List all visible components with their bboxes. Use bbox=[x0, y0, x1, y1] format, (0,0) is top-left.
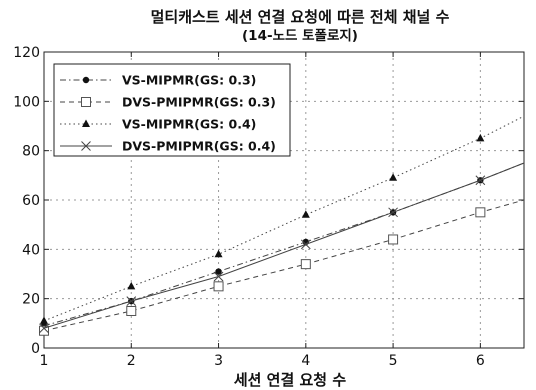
series-layer bbox=[39, 115, 525, 336]
x-marker-stroke bbox=[300, 239, 311, 250]
x-marker-stroke bbox=[213, 271, 224, 282]
legend-marker bbox=[81, 141, 91, 151]
x-tick-label: 2 bbox=[127, 353, 136, 369]
data-point bbox=[389, 173, 398, 181]
x-tick-label: 1 bbox=[40, 353, 49, 369]
y-tick-label: 100 bbox=[13, 94, 40, 110]
axes: 0 20 40 60 80 100 120 1 2 3 4 5 6 bbox=[13, 45, 524, 369]
chart-subtitle: (14-노드 토폴로지) bbox=[242, 28, 358, 44]
data-point bbox=[213, 281, 224, 292]
data-point bbox=[300, 259, 311, 270]
y-tick-label: 60 bbox=[22, 193, 40, 209]
x-marker-stroke bbox=[126, 296, 137, 306]
legend-entry-1: VS-MIPMR(GS: 0.3) bbox=[60, 73, 256, 88]
data-point bbox=[215, 268, 222, 275]
data-point bbox=[126, 306, 137, 316]
chart-title: 멀티캐스트 세션 연결 요청에 따른 전체 채널 수 bbox=[151, 8, 450, 26]
y-tick-label: 80 bbox=[22, 144, 40, 160]
legend-label: VS-MIPMR(GS: 0.4) bbox=[122, 117, 256, 132]
data-point bbox=[39, 323, 49, 334]
y-tick-label: 0 bbox=[31, 341, 40, 357]
x-tick-label: 5 bbox=[389, 353, 398, 369]
x-marker-stroke bbox=[388, 207, 398, 218]
legend-label: DVS-PMIPMR(GS: 0.4) bbox=[122, 139, 276, 154]
legend: VS-MIPMR(GS: 0.3) DVS-PMIPMR(GS: 0.3) VS-M… bbox=[53, 63, 291, 157]
x-axis-label: 세션 연결 요청 수 bbox=[234, 371, 346, 389]
series-3 bbox=[40, 115, 525, 324]
data-point bbox=[214, 249, 223, 258]
data-point bbox=[388, 234, 399, 245]
data-point bbox=[213, 271, 224, 282]
y-tick-label: 20 bbox=[22, 292, 40, 308]
data-point bbox=[300, 239, 311, 250]
y-tick-label: 120 bbox=[13, 45, 40, 61]
legend-box bbox=[53, 63, 291, 157]
legend-entry-3: VS-MIPMR(GS: 0.4) bbox=[60, 117, 256, 132]
legend-marker bbox=[82, 119, 90, 127]
data-point bbox=[301, 210, 310, 218]
legend-label: VS-MIPMR(GS: 0.3) bbox=[122, 73, 256, 88]
series-4 bbox=[39, 162, 525, 334]
x-tick-label: 4 bbox=[301, 353, 310, 369]
data-point bbox=[127, 281, 136, 290]
legend-marker bbox=[81, 97, 91, 107]
x-marker-stroke bbox=[39, 323, 49, 334]
data-point bbox=[475, 207, 486, 218]
x-tick-label: 3 bbox=[214, 353, 223, 369]
data-point bbox=[39, 325, 49, 336]
data-point bbox=[40, 316, 48, 324]
y-tick-label: 40 bbox=[22, 242, 40, 258]
data-point bbox=[126, 296, 137, 306]
x-tick-label: 6 bbox=[476, 353, 485, 369]
data-point bbox=[475, 175, 486, 186]
legend-marker bbox=[82, 76, 90, 84]
legend-entry-2: DVS-PMIPMR(GS: 0.3) bbox=[60, 95, 276, 110]
legend-entry-4: DVS-PMIPMR(GS: 0.4) bbox=[60, 139, 276, 154]
series-2 bbox=[39, 199, 525, 336]
x-marker-stroke bbox=[81, 141, 91, 151]
data-point bbox=[388, 207, 398, 218]
x-marker-stroke bbox=[475, 175, 486, 186]
data-point bbox=[476, 133, 485, 142]
legend-label: DVS-PMIPMR(GS: 0.3) bbox=[122, 95, 276, 110]
